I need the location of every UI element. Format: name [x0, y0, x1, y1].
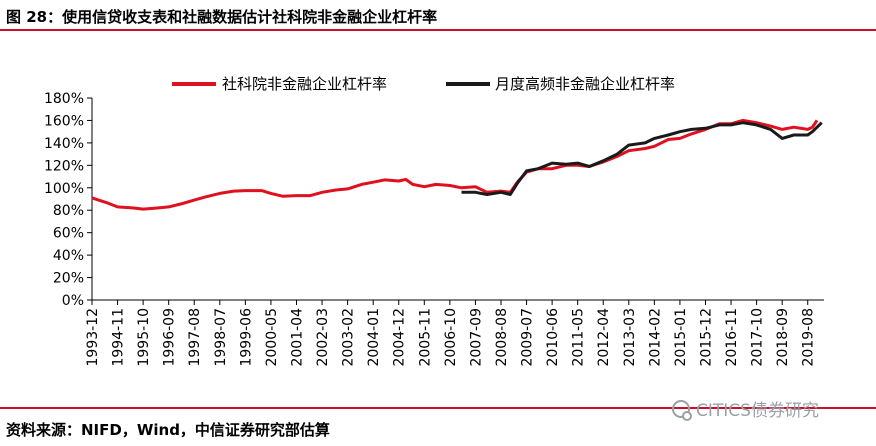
x-tick-label: 1998-07 — [213, 308, 229, 367]
x-tick-label: 2000-05 — [264, 308, 280, 367]
legend-label-monthly: 月度高频非金融企业杠杆率 — [495, 75, 675, 93]
x-tick-label: 2005-11 — [417, 308, 433, 367]
x-tick-label: 2010-06 — [545, 308, 561, 367]
x-tick-label: 2015-12 — [698, 308, 714, 367]
x-tick-label: 2019-08 — [801, 308, 817, 367]
x-tick-label: 2003-02 — [341, 308, 357, 367]
x-tick-label: 2004-12 — [392, 308, 408, 367]
y-tick-label: 20% — [53, 271, 84, 287]
x-tick-label: 1996-09 — [162, 308, 178, 367]
x-tick-label: 2004-01 — [366, 308, 382, 367]
x-tick-label: 2011-05 — [571, 308, 587, 367]
series-line-cass — [91, 118, 819, 211]
y-tick-label: 180% — [44, 91, 84, 107]
x-tick-label: 1997-08 — [187, 308, 203, 367]
y-tick-label: 40% — [53, 248, 84, 264]
x-tick-label: 1994-11 — [111, 308, 127, 367]
legend-label-cass: 社科院非金融企业杠杆率 — [222, 75, 387, 93]
top-rule — [0, 29, 876, 31]
x-tick-label: 2009-07 — [520, 308, 536, 367]
x-tick-label: 2018-09 — [775, 308, 791, 367]
x-tick-label: 1995-10 — [136, 308, 152, 367]
x-tick-label: 2001-04 — [289, 308, 305, 367]
series-line-monthly — [461, 121, 823, 196]
y-tick-label: 100% — [44, 181, 84, 197]
x-tick-label: 2007-09 — [468, 308, 484, 367]
y-tick-label: 0% — [62, 293, 84, 309]
bottom-rule — [0, 407, 876, 409]
x-tick-label: 1999-06 — [238, 308, 254, 367]
y-tick-label: 80% — [53, 203, 84, 219]
source-note: 资料来源：NIFD，Wind，中信证券研究部估算 — [6, 421, 330, 439]
x-tick-label: 2016-11 — [724, 308, 740, 367]
wechat-icon — [672, 399, 692, 421]
watermark-text: CITICS债券研究 — [696, 401, 819, 421]
line-chart: 0% 20% 40% 60% 80% 100% 120% 140% 160% 180% 1993-1… — [44, 75, 824, 367]
x-tick-label: 2013-03 — [622, 308, 638, 367]
x-tick-label: 2014-02 — [647, 308, 663, 367]
x-tick-label: 2002-03 — [315, 308, 331, 367]
x-tick-label: 2015-01 — [673, 308, 689, 367]
figure-title: 图 28：使用信贷收支表和社融数据估计社科院非金融企业杠杆率 — [6, 8, 438, 26]
x-tick-label: 2012-04 — [596, 308, 612, 367]
x-tick-label: 2006-10 — [443, 308, 459, 367]
y-tick-label: 60% — [53, 226, 84, 242]
x-tick-label: 2008-08 — [494, 308, 510, 367]
y-tick-label: 140% — [44, 136, 84, 152]
y-tick-label: 120% — [44, 158, 84, 174]
x-tick-label: 2017-10 — [750, 308, 766, 367]
x-tick-label: 1993-12 — [85, 308, 101, 367]
watermark: CITICS债券研究 — [672, 396, 819, 421]
y-tick-label: 160% — [44, 113, 84, 129]
